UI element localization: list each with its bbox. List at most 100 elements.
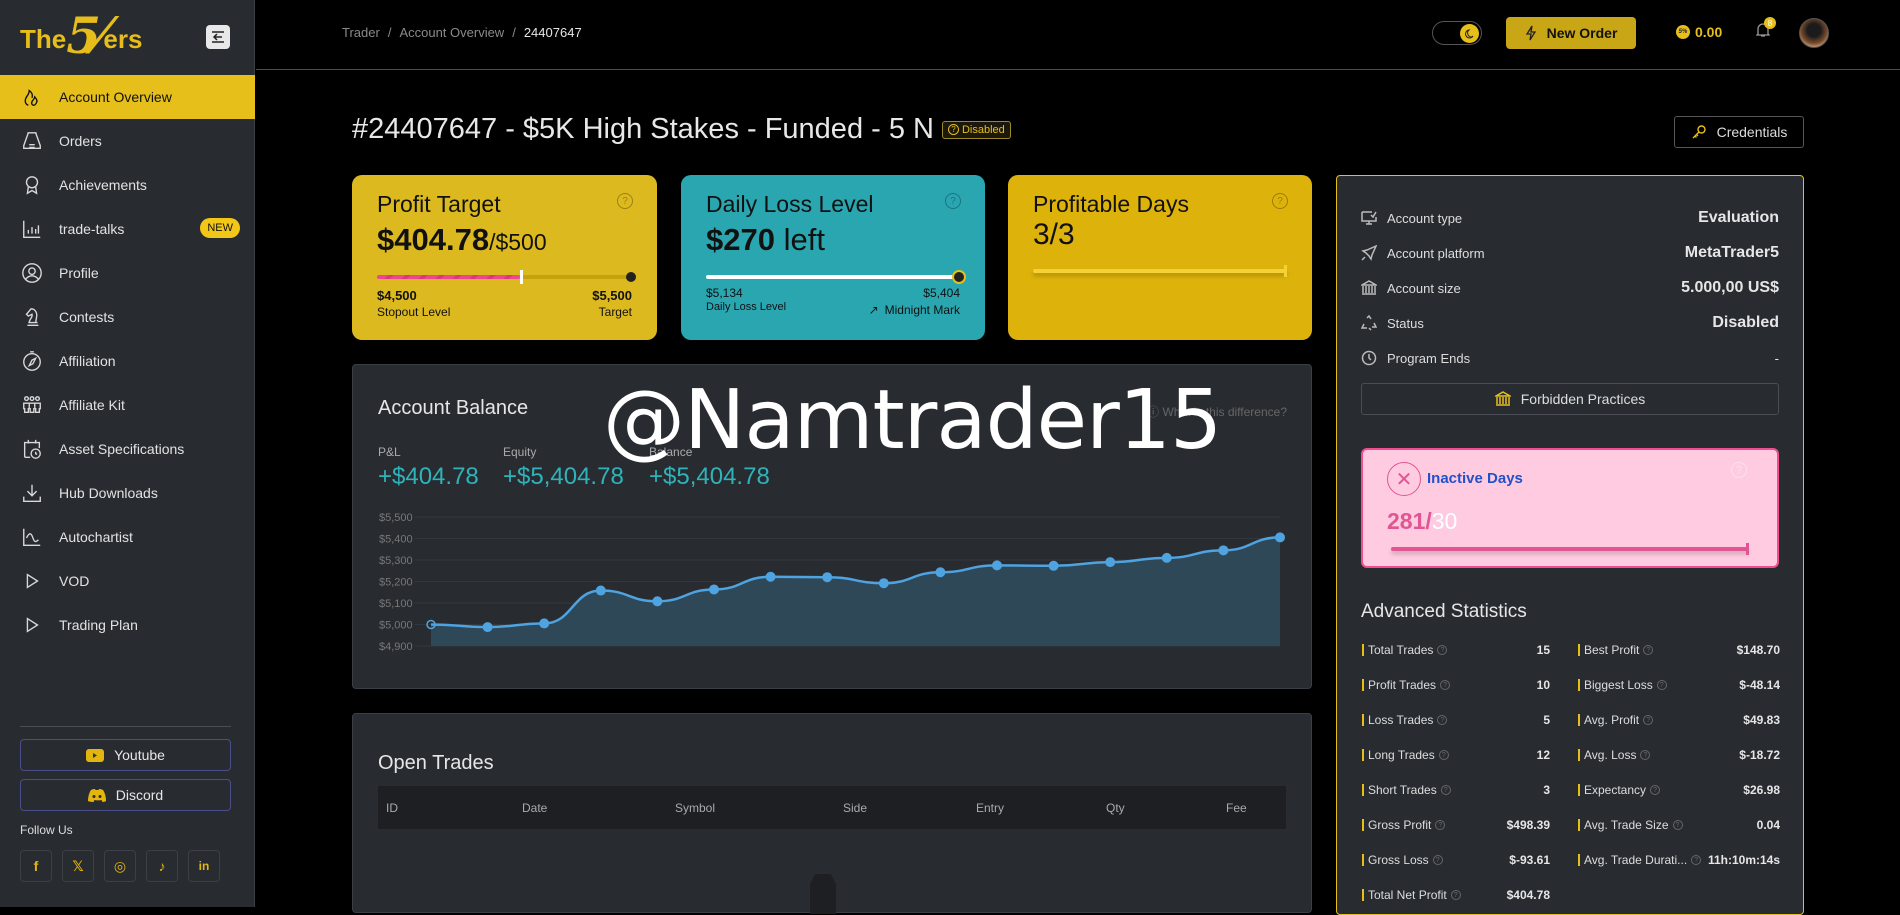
instagram-icon[interactable]: ◎ [104,850,136,882]
sidebar-item-orders[interactable]: Orders [0,119,255,163]
column-qty[interactable]: Qty [1106,800,1125,815]
bank-icon [1494,391,1511,406]
play-icon [20,613,44,637]
sidebar-item-profile[interactable]: Profile [0,251,255,295]
theme-toggle[interactable] [1432,21,1482,45]
help-icon[interactable]: ? [1650,785,1661,795]
chart-data-point[interactable] [1275,532,1285,543]
collapse-sidebar-button[interactable] [206,25,230,49]
open-trades-panel: Open Trades ID Date Symbol Side Entry Qt… [352,713,1312,914]
help-icon[interactable]: ? [1272,193,1288,209]
avatar[interactable] [1799,18,1829,48]
svg-text:$5,200: $5,200 [379,577,413,589]
sidebar-item-trade-talks[interactable]: trade-talks NEW [0,207,255,251]
chart-data-point[interactable] [539,618,550,629]
social-links: f 𝕏 ◎ ♪ in [20,850,220,882]
help-icon[interactable]: ? [1643,715,1654,725]
stat-label: Avg. Loss [1584,748,1637,762]
discord-button[interactable]: Discord [20,779,231,811]
breadcrumb-trader[interactable]: Trader [342,25,380,40]
help-icon[interactable]: ? [1731,462,1747,478]
tiktok-icon[interactable]: ♪ [146,850,178,882]
help-icon[interactable]: ? [1691,855,1702,865]
facebook-icon[interactable]: f [20,850,52,882]
coin-balance[interactable]: 5% 0.00 [1676,24,1722,40]
notifications-button[interactable]: 8 [1755,17,1776,43]
x-twitter-icon[interactable]: 𝕏 [62,850,94,882]
breadcrumb-account-overview[interactable]: Account Overview [399,25,505,40]
award-icon [20,173,44,197]
sidebar-item-label: Asset Specifications [59,441,185,457]
midnight-mark-link[interactable]: ↗ Midnight Mark [869,303,960,317]
chart-data-point[interactable] [1048,560,1059,571]
stat-value: $404.78 [1506,888,1550,902]
chart-data-point[interactable] [1105,557,1116,568]
chart-data-point[interactable] [1218,545,1229,556]
sidebar-item-account-overview[interactable]: Account Overview [0,75,255,119]
question-icon: ? [947,124,959,135]
chart-data-point[interactable] [426,619,436,630]
profitable-days-value: 3/3 [1033,218,1075,251]
sidebar-item-asset-specifications[interactable]: Asset Specifications [0,427,255,471]
column-date[interactable]: Date [522,800,548,815]
forbidden-practices-button[interactable]: Forbidden Practices [1361,383,1779,415]
column-fee[interactable]: Fee [1226,800,1247,815]
help-icon[interactable]: ? [1450,890,1461,900]
credentials-button[interactable]: Credentials [1674,116,1804,148]
stat-value: 5 [1543,713,1550,727]
logo[interactable]: The 5⁄ ers [20,8,142,61]
help-icon[interactable]: ? [1440,785,1451,795]
new-badge: NEW [200,218,240,238]
column-entry[interactable]: Entry [976,800,1005,815]
stat-label: Best Profit [1584,643,1640,657]
chart-data-point[interactable] [482,622,493,633]
chart-data-point[interactable] [992,560,1002,571]
help-icon[interactable]: ? [945,193,961,209]
stat-row: Gross Profit? $498.39 [1362,815,1550,835]
help-icon[interactable]: ? [1440,680,1451,690]
sidebar-item-contests[interactable]: Contests [0,295,255,339]
chart-data-point[interactable] [765,571,776,582]
help-icon[interactable]: ? [1437,645,1448,655]
sidebar-item-vod[interactable]: VOD [0,559,255,603]
sidebar-item-affiliate-kit[interactable]: Affiliate Kit [0,383,255,427]
stat-row: Total Trades? 15 [1362,640,1550,660]
stat-row: Gross Loss? $-93.61 [1362,850,1550,870]
help-icon[interactable]: ? [1656,680,1667,690]
sidebar-item-hub-downloads[interactable]: Hub Downloads [0,471,255,515]
help-icon[interactable]: ? [617,193,633,209]
linkedin-icon[interactable]: in [188,850,220,882]
chart-data-point[interactable] [652,596,663,607]
column-symbol[interactable]: Symbol [675,800,716,815]
help-icon[interactable]: ? [1435,820,1446,830]
svg-text:$5,400: $5,400 [379,534,413,546]
info-row-account-type: Account type Evaluation [1361,206,1779,230]
daily-loss-progress-bar [706,270,966,284]
sidebar-item-achievements[interactable]: Achievements [0,163,255,207]
help-icon[interactable]: ? [1432,855,1443,865]
bar-chart-icon [20,217,44,241]
chart-data-point[interactable] [935,567,946,578]
balance-chart[interactable]: $5,500 $5,400 $5,300 $5,200 $5,100 $5,000 $4,9… [353,365,1313,690]
youtube-button[interactable]: Youtube [20,739,231,771]
sidebar-item-trading-plan[interactable]: Trading Plan [0,603,255,647]
chart-data-point[interactable] [822,572,833,583]
help-icon[interactable]: ? [1672,820,1683,830]
new-order-button[interactable]: New Order [1506,17,1636,49]
column-id[interactable]: ID [386,800,398,815]
help-icon[interactable]: ? [1438,750,1449,760]
difference-link[interactable]: ⓘ What is this difference? [1147,405,1287,419]
help-icon[interactable]: ? [1643,645,1654,655]
chart-data-point[interactable] [1161,552,1172,563]
stat-marker [1362,784,1364,796]
chart-data-point[interactable] [878,578,889,589]
help-icon[interactable]: ? [1640,750,1651,760]
sidebar-item-autochartist[interactable]: Autochartist [0,515,255,559]
help-icon[interactable]: ? [1437,715,1448,725]
chart-data-point[interactable] [709,584,719,595]
sidebar-item-affiliation[interactable]: Affiliation [0,339,255,383]
status-badge[interactable]: ? Disabled [941,120,1011,139]
chart-data-point[interactable] [595,585,606,596]
column-side[interactable]: Side [843,800,868,815]
svg-text:$5,300: $5,300 [379,555,413,567]
